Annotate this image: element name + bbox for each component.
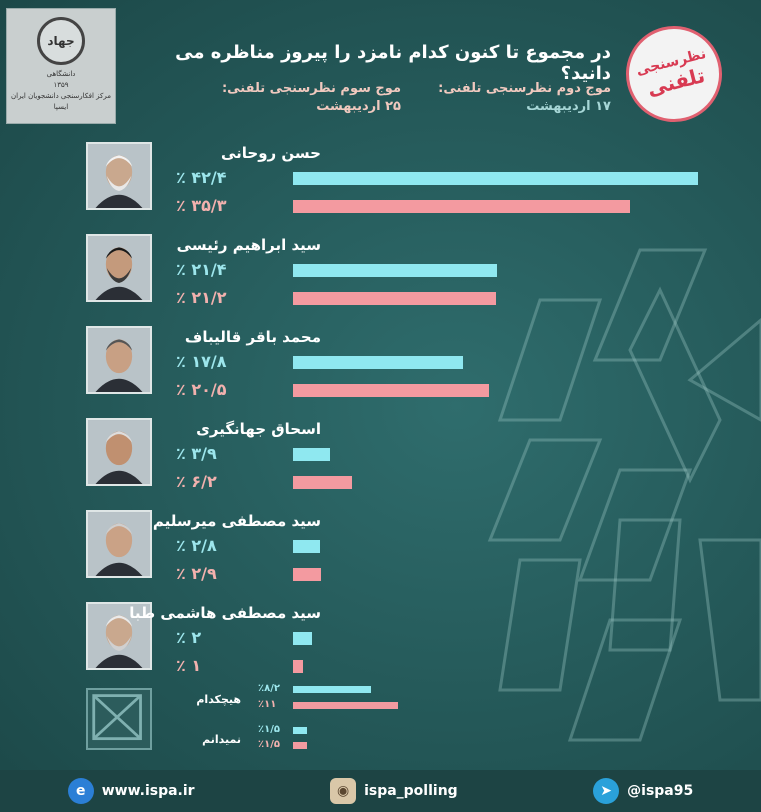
wave2-label-1: ٪ ۴۲/۴	[176, 168, 227, 187]
candidate-name-4: اسحاق جهانگیری	[196, 420, 321, 438]
ie-icon: e	[67, 778, 94, 804]
footer: e www.ispa.ir ◉ ispa_polling ➤ @ispa95	[0, 770, 761, 812]
instagram-icon: ◉	[330, 778, 357, 804]
wave3-small-label-2: ٪۱/۵	[258, 739, 280, 750]
wave3-bar-3	[293, 384, 489, 397]
wave3-label-6: ٪ ۱	[176, 656, 202, 675]
wave2-bar-4	[293, 448, 330, 461]
wave3-legend: موج سوم نظرسنجی تلفنی: ۲۵ اردیبهشت	[201, 80, 401, 116]
none-placeholder-icon	[86, 688, 152, 750]
wave3-label: موج سوم نظرسنجی تلفنی:	[221, 81, 401, 96]
wave3-date: ۲۵ اردیبهشت	[316, 99, 401, 114]
telegram-text: @ispa95	[627, 783, 694, 799]
wave2-label: موج دوم نظرسنجی تلفنی:	[438, 81, 611, 96]
candidate-photo-1	[86, 142, 152, 210]
wave2-label-2: ٪ ۲۱/۴	[176, 260, 227, 279]
wave3-label-4: ٪ ۶/۲	[176, 472, 217, 491]
wave3-label-1: ٪ ۳۵/۳	[176, 196, 227, 215]
candidate-photo-3	[86, 326, 152, 394]
wave2-label-5: ٪ ۲/۸	[176, 536, 217, 555]
footer-website[interactable]: e www.ispa.ir	[67, 778, 195, 804]
option-name-2: نمیدانم	[202, 733, 241, 746]
wave3-bar-4	[293, 476, 352, 489]
wave3-small-label-1: ٪۱۱	[258, 699, 277, 710]
wave2-label-4: ٪ ۳/۹	[176, 444, 217, 463]
website-text: www.ispa.ir	[101, 783, 195, 799]
wave3-label-2: ٪ ۲۱/۲	[176, 288, 227, 307]
candidate-photo-2	[86, 234, 152, 302]
candidate-photo-4	[86, 418, 152, 486]
wave2-label-3: ٪ ۱۷/۸	[176, 352, 227, 371]
wave3-bar-6	[293, 660, 303, 673]
candidate-photo-5	[86, 510, 152, 578]
wave2-bar-3	[293, 356, 463, 369]
logo-line-2: ۱۳۵۹	[53, 81, 69, 89]
wave2-bar-2	[293, 264, 497, 277]
wave3-bar-1	[293, 200, 630, 213]
wave3-small-bar-1	[293, 702, 398, 709]
wave2-small-bar-2	[293, 727, 307, 734]
candidate-name-3: محمد باقر قالیباف	[184, 328, 321, 346]
footer-telegram[interactable]: ➤ @ispa95	[593, 778, 693, 804]
candidate-name-5: سید مصطفی میرسلیم	[152, 512, 321, 530]
candidate-name-1: حسن روحانی	[220, 144, 321, 162]
wave2-small-label-1: ٪۸/۲	[258, 683, 280, 694]
option-name-1: هیچکدام	[196, 693, 241, 706]
logo-line-1: دانشگاهی	[46, 70, 76, 78]
ispa-logo: جهاد دانشگاهی ۱۳۵۹ مرکز افکارسنجی دانشجو…	[6, 8, 116, 124]
logo-line-4: ایسپا	[53, 103, 69, 111]
jahad-emblem: جهاد	[37, 17, 85, 65]
wave2-label-6: ٪ ۲	[176, 628, 202, 647]
logo-line-3: مرکز افکارسنجی دانشجویان ایران	[11, 92, 111, 100]
wave2-bar-1	[293, 172, 698, 185]
wave2-bar-5	[293, 540, 320, 553]
candidate-name-2: سید ابراهیم رئیسی	[176, 236, 321, 254]
wave3-bar-2	[293, 292, 496, 305]
chart-title: در مجموع تا کنون کدام نامزد را پیروز منا…	[175, 42, 611, 84]
wave2-date: ۱۷ اردیبهشت	[526, 99, 611, 114]
wave3-small-bar-2	[293, 742, 307, 749]
candidate-name-6: سید مصطفی هاشمی طبا	[129, 604, 321, 622]
wave3-bar-5	[293, 568, 321, 581]
wave2-bar-6	[293, 632, 312, 645]
candidate-photo-6	[86, 602, 152, 670]
wave2-small-label-2: ٪۱/۵	[258, 724, 280, 735]
wave2-small-bar-1	[293, 686, 371, 693]
instagram-text: ispa_polling	[364, 783, 458, 799]
wave3-label-5: ٪ ۲/۹	[176, 564, 217, 583]
wave2-legend: موج دوم نظرسنجی تلفنی: ۱۷ اردیبهشت	[421, 80, 611, 116]
footer-instagram[interactable]: ◉ ispa_polling	[330, 778, 458, 804]
telegram-icon: ➤	[593, 778, 620, 804]
wave3-label-3: ٪ ۲۰/۵	[176, 380, 227, 399]
